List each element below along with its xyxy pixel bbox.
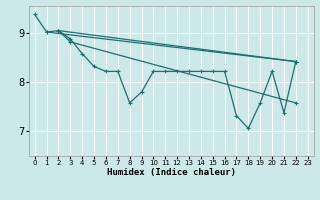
X-axis label: Humidex (Indice chaleur): Humidex (Indice chaleur) bbox=[107, 168, 236, 177]
